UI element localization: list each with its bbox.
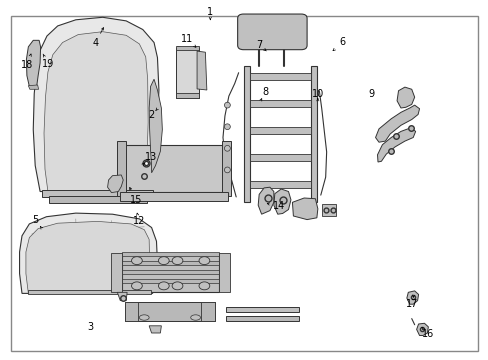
- Polygon shape: [111, 253, 122, 292]
- Polygon shape: [250, 73, 310, 80]
- Polygon shape: [416, 323, 427, 336]
- Polygon shape: [377, 128, 415, 162]
- Polygon shape: [124, 302, 138, 321]
- Polygon shape: [197, 51, 206, 90]
- Polygon shape: [225, 316, 299, 321]
- Polygon shape: [122, 252, 219, 256]
- Ellipse shape: [172, 257, 183, 265]
- Text: 12: 12: [133, 216, 145, 226]
- Ellipse shape: [158, 282, 169, 290]
- Polygon shape: [292, 198, 317, 220]
- Polygon shape: [149, 326, 161, 333]
- Polygon shape: [222, 141, 230, 196]
- Polygon shape: [258, 187, 273, 214]
- Polygon shape: [122, 270, 219, 274]
- Text: 2: 2: [148, 110, 154, 120]
- Polygon shape: [122, 261, 219, 265]
- Text: 15: 15: [129, 195, 142, 205]
- Text: 6: 6: [339, 37, 345, 48]
- Text: 4: 4: [92, 38, 98, 48]
- Polygon shape: [124, 302, 215, 321]
- Polygon shape: [44, 32, 148, 192]
- Polygon shape: [219, 253, 229, 292]
- Polygon shape: [396, 87, 414, 108]
- Ellipse shape: [224, 145, 230, 151]
- Text: 16: 16: [421, 329, 433, 339]
- Ellipse shape: [199, 257, 209, 265]
- Ellipse shape: [158, 257, 169, 265]
- Text: 11: 11: [180, 34, 193, 44]
- Polygon shape: [26, 221, 149, 293]
- Polygon shape: [28, 85, 39, 89]
- Polygon shape: [122, 253, 219, 292]
- Polygon shape: [250, 127, 310, 134]
- Polygon shape: [149, 79, 162, 173]
- Text: 19: 19: [41, 59, 54, 69]
- Polygon shape: [201, 302, 215, 321]
- Text: 7: 7: [256, 40, 262, 50]
- Polygon shape: [33, 17, 159, 192]
- Ellipse shape: [224, 102, 230, 108]
- Text: 3: 3: [87, 322, 93, 332]
- Polygon shape: [375, 105, 419, 142]
- Polygon shape: [406, 291, 418, 304]
- Polygon shape: [176, 93, 199, 98]
- Ellipse shape: [139, 315, 149, 320]
- Text: 8: 8: [262, 87, 267, 97]
- Polygon shape: [117, 141, 126, 196]
- Text: 17: 17: [405, 299, 418, 309]
- Polygon shape: [120, 192, 228, 201]
- Polygon shape: [20, 213, 157, 293]
- Text: 1: 1: [207, 6, 213, 17]
- Polygon shape: [28, 290, 150, 294]
- Polygon shape: [243, 66, 250, 202]
- Ellipse shape: [172, 282, 183, 290]
- Ellipse shape: [131, 282, 142, 290]
- Polygon shape: [310, 66, 316, 202]
- Polygon shape: [250, 154, 310, 161]
- Polygon shape: [321, 204, 336, 216]
- Text: 14: 14: [272, 201, 285, 211]
- Polygon shape: [176, 48, 199, 98]
- Text: 18: 18: [20, 60, 33, 70]
- Polygon shape: [250, 100, 310, 107]
- Ellipse shape: [224, 167, 230, 173]
- Polygon shape: [122, 279, 219, 283]
- Polygon shape: [107, 175, 123, 193]
- Polygon shape: [250, 181, 310, 188]
- Text: 13: 13: [144, 152, 157, 162]
- Polygon shape: [41, 190, 152, 197]
- Polygon shape: [26, 40, 41, 86]
- Ellipse shape: [224, 124, 230, 130]
- Polygon shape: [49, 196, 146, 203]
- Text: 5: 5: [32, 215, 38, 225]
- FancyBboxPatch shape: [237, 14, 306, 50]
- Text: 10: 10: [311, 89, 324, 99]
- Ellipse shape: [199, 282, 209, 290]
- Polygon shape: [117, 292, 127, 301]
- Polygon shape: [225, 307, 299, 312]
- Polygon shape: [176, 46, 199, 50]
- Ellipse shape: [190, 315, 200, 320]
- Ellipse shape: [131, 257, 142, 265]
- Polygon shape: [273, 189, 290, 214]
- Text: 9: 9: [368, 89, 374, 99]
- Polygon shape: [122, 145, 225, 192]
